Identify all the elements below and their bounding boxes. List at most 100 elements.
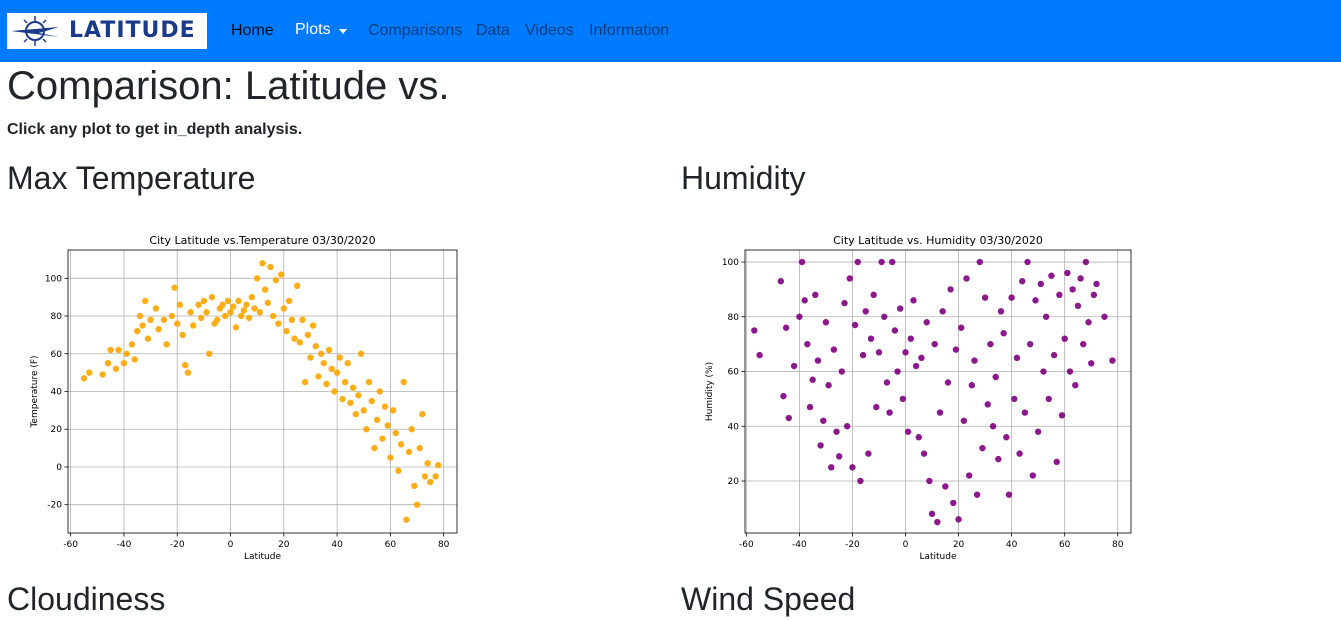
data-point	[427, 478, 434, 486]
data-point	[232, 324, 240, 331]
data-point	[1064, 269, 1071, 277]
plot-image[interactable]: City Latitude vs. Humidity 03/30/2020 -60…	[700, 228, 1140, 562]
data-point	[878, 258, 885, 266]
data-point	[195, 301, 202, 308]
data-point	[245, 314, 253, 322]
data-point	[259, 260, 266, 267]
chart-title: City Latitude vs.Temperature 03/30/2020	[149, 234, 375, 247]
data-point	[184, 369, 192, 376]
data-point	[1040, 368, 1047, 375]
data-point	[152, 305, 160, 312]
data-point	[435, 461, 442, 469]
data-point	[931, 340, 938, 348]
data-point	[995, 455, 1002, 463]
data-point	[304, 331, 311, 339]
data-point	[104, 360, 112, 367]
data-point	[395, 467, 402, 474]
data-point	[1077, 275, 1084, 282]
data-point	[1048, 272, 1055, 279]
data-point	[796, 313, 803, 320]
data-point	[379, 435, 386, 442]
data-point	[865, 450, 872, 457]
nav-link[interactable]: Home	[231, 22, 274, 39]
data-point	[1058, 412, 1066, 419]
data-point	[989, 423, 997, 430]
data-point	[80, 375, 88, 382]
data-point	[384, 422, 391, 429]
data-point	[168, 312, 176, 320]
y-tick-label: 80	[51, 312, 63, 322]
x-tick-label: -60	[739, 540, 754, 550]
data-point	[307, 354, 314, 361]
data-point	[416, 444, 423, 452]
data-point	[992, 373, 999, 381]
data-point	[373, 416, 381, 423]
data-point	[955, 516, 962, 523]
data-point	[293, 282, 301, 290]
data-point	[285, 297, 293, 305]
data-point	[1045, 395, 1052, 403]
data-point	[368, 397, 375, 405]
data-point	[843, 423, 851, 430]
data-point	[352, 410, 359, 418]
data-point	[1026, 340, 1034, 348]
data-point	[1088, 360, 1095, 367]
navbar: LATITUDE Home Plots Comparisons Data Vid…	[0, 0, 1341, 62]
data-point	[979, 444, 986, 452]
y-tick-label: 60	[728, 368, 740, 378]
data-point	[1056, 291, 1063, 299]
data-point	[365, 378, 373, 386]
data-point	[936, 409, 944, 416]
data-point	[142, 297, 149, 305]
data-point	[347, 399, 354, 407]
nav-link[interactable]: Information	[589, 22, 670, 39]
data-point	[859, 351, 867, 359]
data-point	[171, 284, 178, 291]
data-point	[221, 312, 229, 320]
section-heading: Humidity	[681, 160, 806, 196]
data-point	[963, 275, 970, 282]
data-point	[952, 346, 960, 353]
data-point	[229, 303, 237, 310]
data-point	[237, 312, 245, 320]
brand-logo[interactable]: LATITUDE	[7, 13, 207, 49]
data-point	[144, 335, 152, 342]
data-point	[128, 341, 136, 348]
data-point	[264, 299, 272, 307]
data-point	[243, 301, 250, 308]
data-point	[1011, 395, 1018, 403]
data-point	[870, 291, 877, 299]
data-point	[256, 309, 264, 316]
data-point	[896, 305, 904, 312]
data-point	[958, 324, 965, 331]
data-point	[899, 395, 907, 403]
data-point	[227, 309, 234, 316]
data-point	[812, 291, 819, 299]
x-tick-label: 20	[278, 540, 290, 550]
data-point	[317, 350, 325, 357]
plot-image[interactable]: City Latitude vs.Temperature 03/30/2020 -…	[25, 228, 465, 562]
data-point	[947, 286, 954, 293]
data-point	[253, 275, 261, 282]
data-point	[976, 258, 983, 266]
nav-link[interactable]: Data	[476, 22, 510, 39]
data-point	[904, 428, 912, 435]
nav-link[interactable]: Comparisons	[368, 22, 463, 39]
data-point	[889, 258, 896, 266]
data-point	[387, 454, 394, 461]
data-point	[187, 309, 194, 316]
x-tick-label: 80	[438, 540, 450, 550]
x-tick-label: -40	[792, 540, 807, 550]
data-point	[987, 340, 994, 348]
data-point	[950, 499, 957, 507]
data-point	[798, 258, 806, 266]
nav-dropdown[interactable]: Plots	[295, 21, 331, 38]
data-point	[147, 316, 154, 324]
data-point	[968, 382, 976, 389]
data-point	[926, 477, 933, 485]
data-point	[1085, 319, 1092, 326]
data-point	[400, 378, 407, 386]
nav-link[interactable]: Videos	[525, 22, 574, 39]
data-point	[251, 305, 258, 312]
